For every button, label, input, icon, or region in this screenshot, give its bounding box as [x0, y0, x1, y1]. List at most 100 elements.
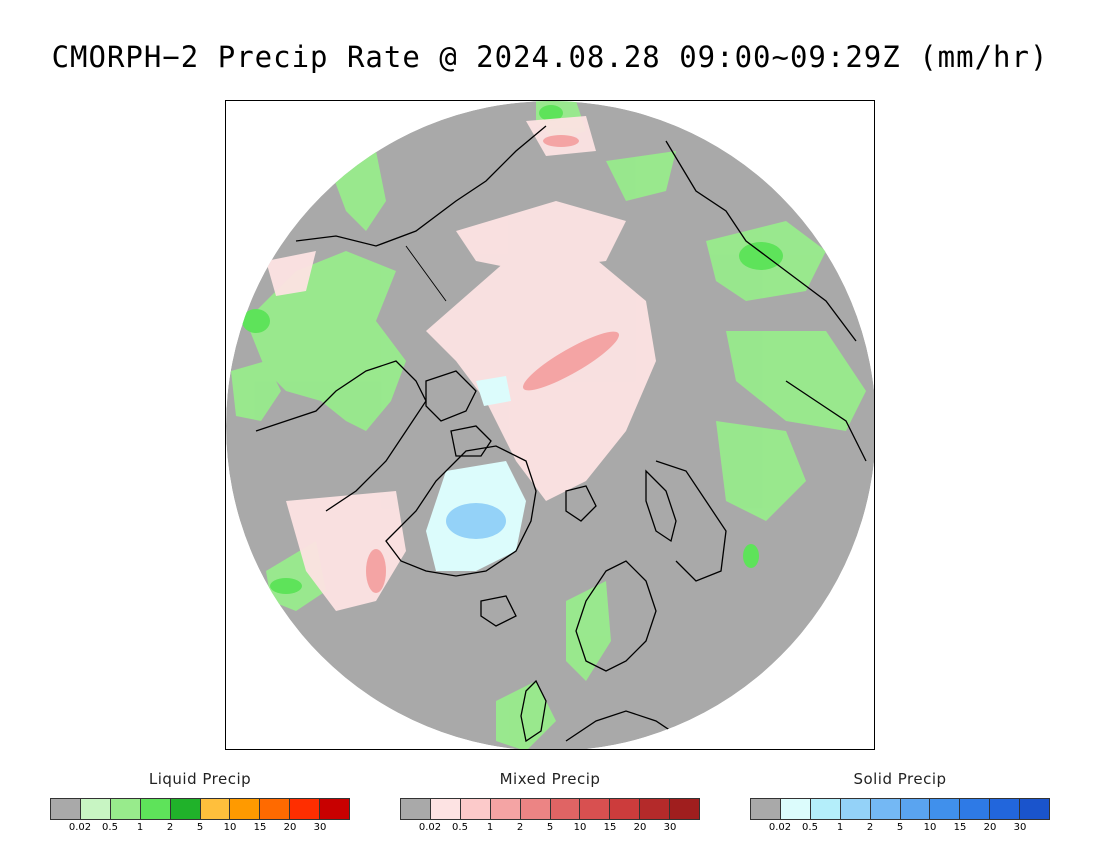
legend-mixed-swatch	[401, 799, 431, 819]
precip-cell-4	[743, 544, 759, 568]
coastline-canada	[255, 360, 427, 512]
legend-solid-swatch	[810, 799, 841, 819]
legend-solid-swatch	[930, 799, 961, 819]
precip-area-east	[726, 331, 866, 431]
legend-solid-tick: 0.02	[768, 822, 792, 833]
legend-solid-title: Solid Precip	[853, 770, 947, 788]
precip-area-north-america	[246, 251, 406, 431]
legend-solid-tick: 2	[866, 822, 874, 833]
legend-liquid-tick: 15	[253, 822, 267, 833]
precip-area-siberian-coast	[456, 201, 626, 271]
mixed-precip-heavy	[366, 135, 620, 593]
precip-cell-2	[242, 309, 270, 333]
coastline-uk	[520, 679, 547, 743]
legend-solid-tick: 10	[923, 822, 937, 833]
legend-solid-swatch	[870, 799, 901, 819]
coastline-europe	[565, 710, 687, 742]
legend-liquid-title: Liquid Precip	[148, 770, 252, 788]
legend-solid-tick: 20	[983, 822, 997, 833]
legend-mixed-ticks: 0.02 0.5 1 2 5 10 15 20 30	[400, 822, 700, 836]
legend-solid-tick: 30	[1013, 822, 1027, 833]
precip-area-greenland-snow-core	[446, 503, 506, 539]
legend-solid-swatch	[751, 799, 781, 819]
legend-solid-tick: 0.5	[802, 822, 818, 833]
legend-mixed-swatch	[640, 799, 671, 819]
coastline-scandinavia	[575, 560, 657, 672]
legend-mixed-tick: 30	[663, 822, 677, 833]
legend-mixed-tick: 1	[486, 822, 494, 833]
legend-solid-swatch	[990, 799, 1021, 819]
legend-solid-tick: 5	[896, 822, 904, 833]
precip-area-south	[496, 681, 556, 749]
legend-liquid-swatch	[140, 799, 171, 819]
legend-mixed-swatch	[550, 799, 581, 819]
coastlines	[255, 125, 867, 743]
legend-liquid-tick: 0.5	[102, 822, 118, 833]
legend-mixed-swatch	[430, 799, 461, 819]
legend-mixed: Mixed Precip 0.02 0.5 1 2 5 10 15 20 30	[400, 770, 700, 836]
precip-band-2	[366, 549, 386, 593]
polar-map	[226, 101, 874, 749]
coastline-siberia	[665, 140, 857, 342]
coastline-svalbard	[565, 485, 597, 522]
precip-band-1	[522, 331, 620, 391]
legend-mixed-tick: 5	[546, 822, 554, 833]
legend-mixed-swatch	[520, 799, 551, 819]
solid-precip-areas	[426, 376, 526, 571]
coastline-iceland	[480, 595, 517, 627]
legend-solid-swatch	[840, 799, 871, 819]
legend-liquid-tick: 2	[166, 822, 174, 833]
precip-band-3	[543, 135, 579, 147]
coastline-alaska	[295, 125, 547, 247]
liquid-precip-areas	[231, 101, 866, 749]
legend-mixed-tick: 2	[516, 822, 524, 833]
polar-map-frame	[225, 100, 875, 750]
legend-liquid-swatch	[290, 799, 321, 819]
precip-area-beaufort	[266, 251, 316, 296]
legend-solid-tick: 15	[953, 822, 967, 833]
precip-area-scandinavia	[566, 581, 611, 681]
legend-liquid-swatch	[260, 799, 291, 819]
legend-solid-tick: 1	[836, 822, 844, 833]
legend-solid-swatch	[780, 799, 811, 819]
coastline-russia-north	[655, 460, 727, 582]
legend-liquid-swatch	[200, 799, 231, 819]
legend-liquid-swatch	[51, 799, 81, 819]
legend-solid-swatch	[900, 799, 931, 819]
precip-area-canadian-archipelago-snow	[476, 376, 511, 406]
legend-liquid: Liquid Precip 0.02 0.5 1 2 5 10 15 20 30	[50, 770, 350, 836]
precip-cell-1	[739, 242, 783, 270]
legend-liquid-ticks: 0.02 0.5 1 2 5 10 15 20 30	[50, 822, 350, 836]
legend-solid-swatch	[1020, 799, 1050, 819]
legend-liquid-tick: 5	[196, 822, 204, 833]
legend-mixed-swatch	[580, 799, 611, 819]
legend-solid-ticks: 0.02 0.5 1 2 5 10 15 20 30	[750, 822, 1050, 836]
legend-liquid-swatch	[110, 799, 141, 819]
legend-liquid-tick: 1	[136, 822, 144, 833]
coastline-novaya-zemlya	[645, 469, 677, 543]
legend-liquid-swatch	[170, 799, 201, 819]
precip-area-pacific	[606, 151, 676, 201]
legend-liquid-swatch	[320, 799, 350, 819]
legend-solid: Solid Precip 0.02 0.5 1 2 5 10 15 20 30	[750, 770, 1050, 836]
legend-mixed-tick: 20	[633, 822, 647, 833]
legend-liquid-tick: 10	[223, 822, 237, 833]
legend-liquid-tick: 0.02	[68, 822, 92, 833]
legend-mixed-title: Mixed Precip	[499, 770, 601, 788]
legend-liquid-swatch	[230, 799, 261, 819]
legend-liquid-swatches	[50, 798, 350, 820]
legend-mixed-tick: 0.02	[418, 822, 442, 833]
coastline-canadian-archipelago	[425, 370, 477, 422]
coastline-far-east	[785, 380, 867, 462]
legend-liquid-swatch	[80, 799, 111, 819]
precip-area-west	[231, 361, 281, 421]
legend-mixed-tick: 10	[573, 822, 587, 833]
liquid-precip-heavy	[242, 105, 783, 594]
legend-liquid-tick: 30	[313, 822, 327, 833]
legend-mixed-tick: 0.5	[452, 822, 468, 833]
precip-area-southeast	[716, 421, 806, 521]
legend-solid-swatches	[750, 798, 1050, 820]
legend-mixed-swatches	[400, 798, 700, 820]
legend-mixed-swatch	[670, 799, 700, 819]
coastline-island	[450, 425, 492, 457]
